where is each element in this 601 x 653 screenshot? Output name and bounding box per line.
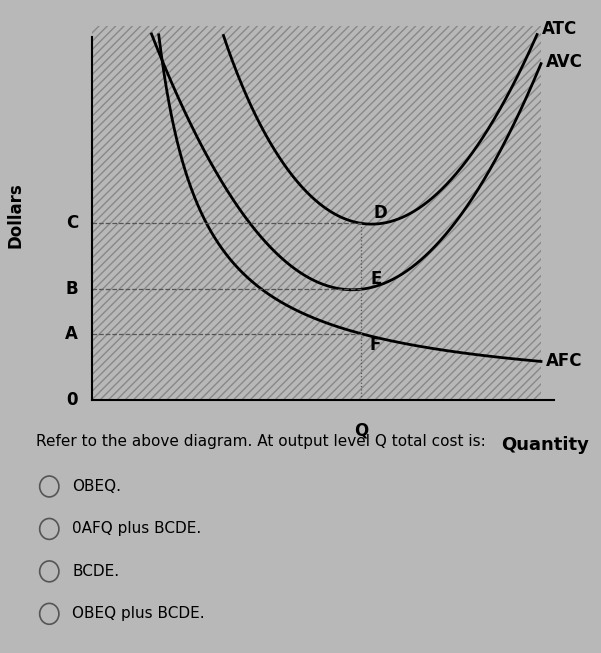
Text: Q: Q <box>354 422 368 439</box>
Text: 0: 0 <box>67 390 78 409</box>
Text: ATC: ATC <box>542 20 577 38</box>
Text: BCDE.: BCDE. <box>72 564 119 579</box>
Text: AFC: AFC <box>546 353 582 370</box>
Text: C: C <box>66 214 78 232</box>
Text: A: A <box>66 325 78 343</box>
Text: B: B <box>66 280 78 298</box>
Text: Dollars: Dollars <box>6 183 24 248</box>
Text: 0AFQ plus BCDE.: 0AFQ plus BCDE. <box>72 522 201 536</box>
Text: AVC: AVC <box>546 53 582 71</box>
Text: D: D <box>374 204 388 221</box>
Text: Refer to the above diagram. At output level Q total cost is:: Refer to the above diagram. At output le… <box>36 434 486 449</box>
Text: Quantity: Quantity <box>502 436 590 454</box>
Text: OBEQ.: OBEQ. <box>72 479 121 494</box>
Text: E: E <box>370 270 382 288</box>
Text: F: F <box>370 336 380 353</box>
Text: OBEQ plus BCDE.: OBEQ plus BCDE. <box>72 607 205 621</box>
